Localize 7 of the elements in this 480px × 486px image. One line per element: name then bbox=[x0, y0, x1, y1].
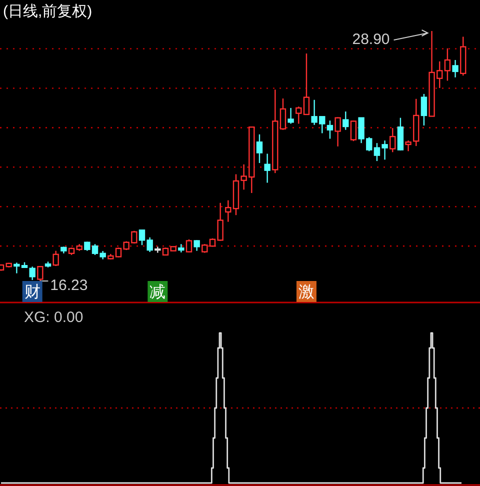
text: 激 bbox=[298, 284, 314, 301]
chart-title: (日线,前复权) bbox=[3, 3, 92, 20]
chart-title: XG: 0.00 bbox=[24, 309, 84, 326]
text: 减 bbox=[150, 283, 166, 301]
text: 财 bbox=[24, 283, 40, 301]
annotation: 16.23 bbox=[50, 277, 88, 294]
annotation: 28.90 bbox=[352, 31, 390, 48]
